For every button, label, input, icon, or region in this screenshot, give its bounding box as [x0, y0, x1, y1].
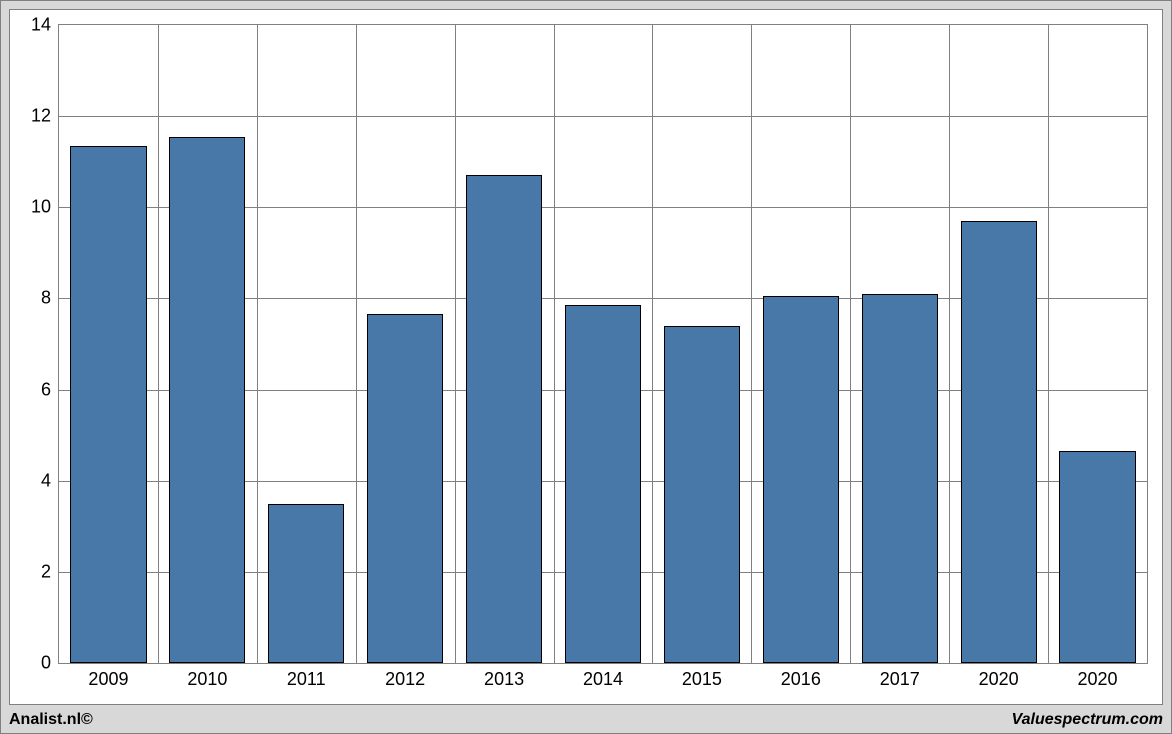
gridline-vertical [850, 25, 851, 663]
bar [70, 146, 146, 663]
bar [763, 296, 839, 663]
footer-right-credit: Valuespectrum.com [1012, 711, 1163, 729]
xtick-label: 2020 [1078, 669, 1118, 690]
footer-left-credit: Analist.nl© [9, 711, 93, 729]
ytick-label: 14 [31, 15, 51, 36]
xtick-label: 2012 [385, 669, 425, 690]
xtick-label: 2014 [583, 669, 623, 690]
gridline-vertical [1048, 25, 1049, 663]
ytick-label: 10 [31, 197, 51, 218]
plot-wrapper: 0 2 4 6 8 10 12 14 2009 2010 2011 2012 2013 2014 2015 2… [9, 9, 1163, 705]
xtick-label: 2011 [287, 669, 326, 690]
ytick-label: 0 [41, 653, 51, 674]
plot-area: 0246810121420092010201120122013201420152… [58, 24, 1148, 664]
bar [565, 305, 641, 663]
gridline-vertical [652, 25, 653, 663]
bar [367, 314, 443, 663]
bar [1059, 451, 1135, 663]
ytick-label: 12 [31, 106, 51, 127]
bar [268, 504, 344, 664]
gridline-vertical [356, 25, 357, 663]
xtick-label: 2013 [484, 669, 524, 690]
ytick-label: 8 [41, 288, 51, 309]
bar [466, 175, 542, 663]
ytick-label: 2 [41, 561, 51, 582]
xtick-label: 2015 [682, 669, 722, 690]
gridline-vertical [949, 25, 950, 663]
bar [961, 221, 1037, 663]
gridline-vertical [455, 25, 456, 663]
bar [862, 294, 938, 663]
xtick-label: 2016 [781, 669, 821, 690]
ytick-label: 4 [41, 470, 51, 491]
gridline-vertical [158, 25, 159, 663]
chart-frame: 0 2 4 6 8 10 12 14 2009 2010 2011 2012 2013 2014 2015 2… [0, 0, 1172, 734]
xtick-label: 2009 [88, 669, 128, 690]
gridline-vertical [257, 25, 258, 663]
bar [664, 326, 740, 663]
ytick-label: 6 [41, 379, 51, 400]
bar [169, 137, 245, 663]
gridline-vertical [751, 25, 752, 663]
xtick-label: 2010 [187, 669, 227, 690]
xtick-label: 2017 [880, 669, 920, 690]
gridline-vertical [554, 25, 555, 663]
xtick-label: 2020 [979, 669, 1019, 690]
gridline-horizontal [59, 116, 1147, 117]
